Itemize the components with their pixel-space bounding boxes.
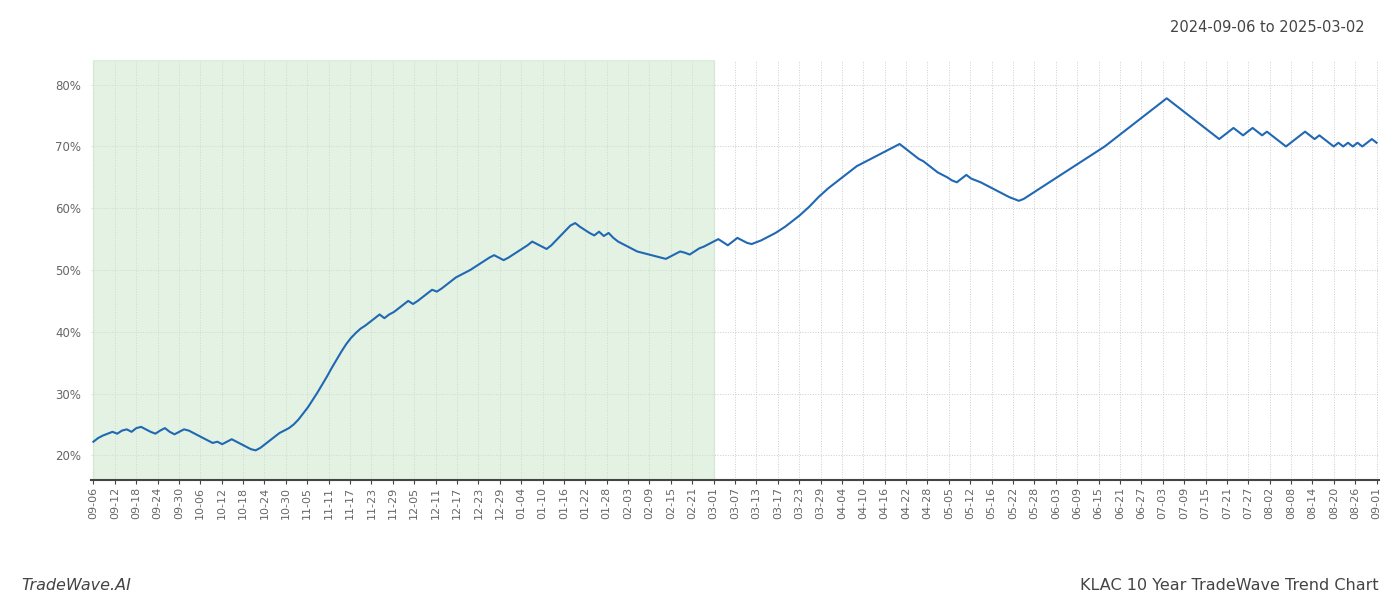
Text: TradeWave.AI: TradeWave.AI [21,578,130,593]
Text: 2024-09-06 to 2025-03-02: 2024-09-06 to 2025-03-02 [1170,20,1365,35]
Text: KLAC 10 Year TradeWave Trend Chart: KLAC 10 Year TradeWave Trend Chart [1081,578,1379,593]
Bar [94,60,714,480]
